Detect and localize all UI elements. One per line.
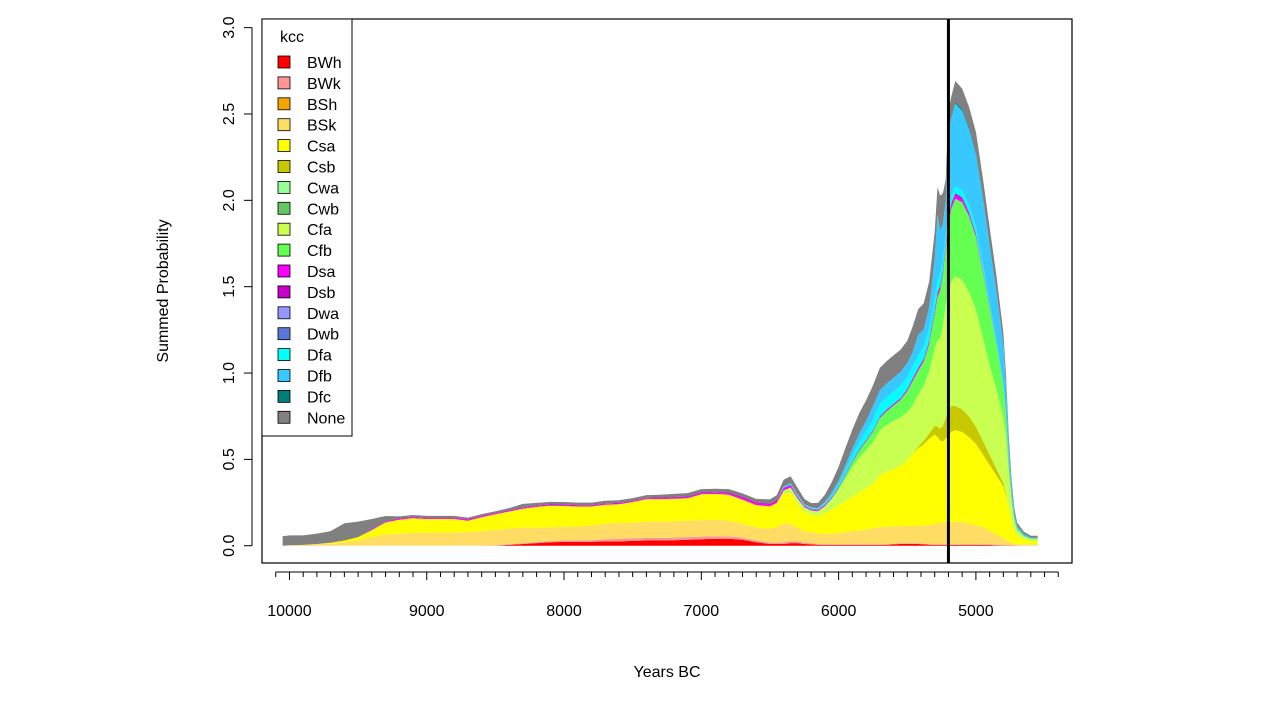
area-series-dfb: [282, 103, 1038, 546]
legend-swatch: [277, 97, 291, 111]
legend-item-bwk: BWk: [277, 76, 342, 93]
area-series-cfa: [282, 276, 1038, 546]
x-axis-label: Years BC: [634, 664, 701, 681]
y-axis-label: Summed Probability: [155, 219, 172, 362]
y-tick-label: 2.0: [221, 189, 238, 211]
legend-swatch: [277, 118, 291, 132]
legend-label: Dsa: [307, 264, 336, 281]
legend-item-cfa: Cfa: [277, 222, 332, 239]
legend-item-cfb: Cfb: [277, 243, 332, 260]
legend-label: Csb: [307, 160, 336, 177]
legend-swatch: [277, 139, 291, 153]
area-series-bwh: [282, 538, 1038, 546]
legend-label: Cwb: [307, 201, 339, 218]
legend-item-cwa: Cwa: [277, 180, 339, 197]
legend-label: Dfb: [307, 369, 332, 386]
y-tick-label: 0.5: [221, 448, 238, 470]
legend-item-bsh: BSh: [277, 97, 337, 114]
legend-swatch: [277, 160, 291, 173]
legend-label: Cfb: [307, 243, 332, 260]
legend-label: BSh: [307, 97, 337, 114]
legend-box: [261, 18, 353, 437]
legend-swatch: [277, 389, 291, 403]
legend-item-bsk: BSk: [277, 118, 337, 135]
stacked-areas: [282, 81, 1038, 546]
legend-swatch: [277, 306, 291, 320]
y-axis: 0.0 0.5 1.0 1.5 2.0 2.5 3.0: [221, 16, 253, 557]
legend-items: BWh BWk BSh BSk Csa Csb Cwa Cwb Cfa Cfb Dsa Dsb Dwa D…: [277, 55, 345, 427]
legend-label: BWh: [307, 55, 342, 72]
legend-item-dsa: Dsa: [277, 264, 336, 281]
legend-item-dfb: Dfb: [277, 369, 332, 386]
legend-label: Dsb: [307, 285, 336, 302]
legend-item-dfa: Dfa: [277, 348, 332, 365]
legend-item-csa: Csa: [277, 139, 336, 156]
legend-swatch: [277, 222, 291, 236]
area-series-bwk: [282, 536, 1038, 546]
legend-label: Csa: [307, 139, 336, 156]
legend-label: Dwa: [307, 306, 339, 323]
legend-label: Cfa: [307, 222, 332, 239]
legend-label: BWk: [307, 76, 342, 93]
y-tick-label: 0.0: [221, 535, 238, 557]
legend-label: Cwa: [307, 180, 339, 197]
legend-label: Dfc: [307, 389, 331, 406]
legend-item-bwh: BWh: [277, 55, 342, 72]
x-axis: 10000 9000 8000 7000 6000 5000: [267, 571, 1059, 620]
legend-item-cwb: Cwb: [277, 201, 339, 218]
area-series-bsk: [282, 519, 1038, 546]
legend-swatch: [277, 369, 291, 382]
legend-label: None: [307, 410, 345, 427]
legend-item-dwb: Dwb: [277, 327, 339, 344]
x-tick-label: 9000: [409, 603, 445, 620]
area-series-csb: [282, 406, 1038, 546]
legend-item-dwa: Dwa: [277, 306, 339, 323]
legend-swatch: [277, 243, 291, 257]
legend-swatch: [277, 264, 291, 278]
legend-swatch: [277, 180, 291, 194]
legend-item-none: None: [277, 410, 345, 427]
legend-item-dsb: Dsb: [277, 285, 336, 302]
x-tick-label: 10000: [267, 603, 312, 620]
x-tick-label: 8000: [546, 603, 582, 620]
legend-label: BSk: [307, 118, 337, 135]
x-tick-label: 6000: [821, 603, 857, 620]
y-tick-label: 2.5: [221, 103, 238, 125]
legend-title: kcc: [280, 29, 304, 46]
legend-swatch: [277, 55, 291, 69]
legend-swatch: [277, 327, 291, 341]
legend-item-csb: Csb: [277, 160, 336, 177]
legend: kcc BWh BWk BSh BSk Csa Csb Cwa Cwb Cfa Cfb Dsa Dsb…: [261, 18, 353, 437]
y-tick-label: 1.0: [221, 362, 238, 384]
legend-label: Dfa: [307, 348, 332, 365]
x-tick-label: 5000: [958, 603, 994, 620]
legend-swatch: [277, 76, 291, 90]
area-series-csa: [282, 430, 1038, 546]
legend-item-dfc: Dfc: [277, 389, 331, 406]
y-tick-label: 1.5: [221, 275, 238, 297]
x-tick-label: 7000: [684, 603, 720, 620]
legend-swatch: [277, 410, 291, 424]
legend-swatch: [277, 285, 291, 299]
legend-label: Dwb: [307, 327, 339, 344]
area-series-cfb: [282, 198, 1038, 546]
legend-swatch: [277, 201, 291, 215]
legend-swatch: [277, 348, 291, 362]
y-tick-label: 3.0: [221, 16, 238, 38]
